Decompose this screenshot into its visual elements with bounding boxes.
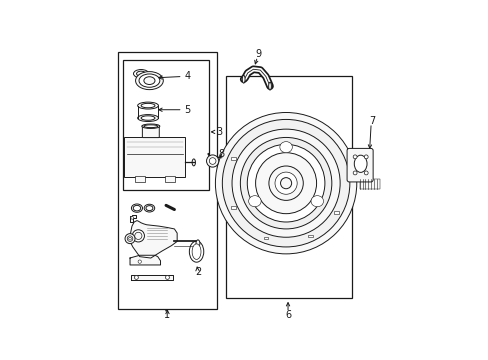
Ellipse shape (133, 69, 148, 78)
Circle shape (364, 155, 367, 159)
Ellipse shape (141, 103, 155, 108)
Ellipse shape (143, 77, 155, 85)
Ellipse shape (310, 196, 323, 207)
Circle shape (268, 166, 303, 201)
Bar (117, 51, 217, 309)
Polygon shape (130, 221, 177, 258)
Text: 4: 4 (183, 72, 190, 81)
Circle shape (215, 112, 356, 254)
Ellipse shape (141, 116, 155, 120)
Circle shape (138, 260, 141, 263)
Circle shape (255, 153, 316, 214)
Circle shape (352, 171, 356, 175)
Text: 2: 2 (194, 267, 201, 277)
Ellipse shape (248, 196, 261, 207)
Text: 3: 3 (216, 127, 223, 137)
Ellipse shape (138, 102, 158, 109)
Circle shape (240, 138, 331, 229)
Circle shape (352, 155, 356, 159)
Bar (165, 176, 175, 183)
Text: 5: 5 (183, 105, 190, 115)
Ellipse shape (143, 125, 158, 127)
Ellipse shape (192, 244, 201, 260)
Circle shape (209, 158, 216, 164)
FancyBboxPatch shape (346, 148, 372, 182)
Ellipse shape (196, 240, 200, 247)
Circle shape (222, 120, 349, 247)
Text: 6: 6 (285, 310, 290, 320)
Ellipse shape (139, 74, 160, 87)
Circle shape (206, 155, 218, 167)
Ellipse shape (136, 71, 145, 76)
Text: 9: 9 (255, 49, 262, 59)
Circle shape (132, 230, 144, 242)
Ellipse shape (279, 141, 292, 153)
Ellipse shape (138, 114, 158, 122)
Circle shape (134, 275, 138, 279)
Bar (359, 179, 380, 189)
Ellipse shape (146, 206, 153, 211)
Circle shape (364, 171, 367, 175)
Circle shape (128, 237, 131, 240)
Ellipse shape (242, 75, 244, 83)
Circle shape (232, 129, 340, 237)
Bar (225, 76, 351, 298)
Text: 8: 8 (218, 149, 224, 159)
Circle shape (135, 232, 142, 239)
Bar (231, 157, 235, 160)
Circle shape (280, 177, 291, 189)
FancyBboxPatch shape (124, 137, 185, 177)
Ellipse shape (268, 82, 271, 90)
Ellipse shape (354, 155, 366, 172)
Circle shape (247, 144, 324, 222)
Text: 7: 7 (369, 116, 375, 126)
Circle shape (274, 172, 297, 194)
Polygon shape (130, 215, 135, 222)
Ellipse shape (192, 159, 195, 166)
Polygon shape (130, 255, 160, 265)
Bar (135, 176, 144, 183)
Text: 1: 1 (164, 310, 170, 320)
Circle shape (125, 234, 135, 244)
Ellipse shape (142, 124, 160, 129)
Bar (264, 237, 268, 239)
Bar (123, 60, 208, 190)
Circle shape (127, 236, 133, 242)
Bar (308, 235, 312, 237)
Bar (231, 206, 235, 209)
FancyBboxPatch shape (142, 125, 159, 138)
Ellipse shape (135, 72, 163, 90)
Ellipse shape (133, 205, 141, 211)
Polygon shape (131, 275, 173, 280)
Circle shape (165, 275, 169, 279)
Bar (334, 211, 338, 214)
Circle shape (131, 216, 133, 219)
